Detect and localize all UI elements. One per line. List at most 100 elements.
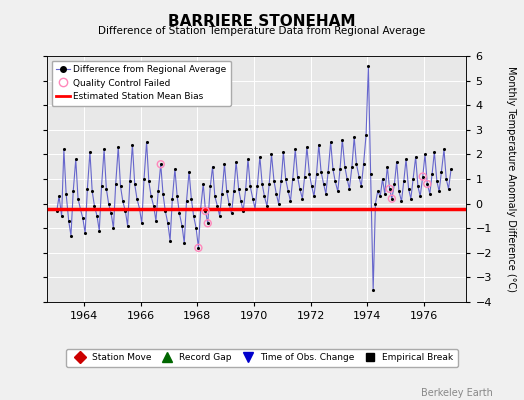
Point	[425, 190, 434, 197]
Point	[126, 178, 134, 185]
Point	[359, 161, 368, 168]
Point	[161, 208, 169, 214]
Point	[203, 220, 212, 226]
Point	[227, 210, 236, 217]
Point	[444, 186, 453, 192]
Point	[149, 203, 158, 209]
Point	[211, 193, 219, 200]
Point	[55, 193, 63, 200]
Point	[58, 213, 66, 219]
Point	[374, 188, 382, 194]
Point	[116, 183, 125, 190]
Point	[343, 176, 351, 182]
Point	[244, 156, 252, 162]
Point	[275, 200, 283, 207]
Point	[293, 173, 302, 180]
Point	[62, 190, 70, 197]
Point	[260, 193, 269, 200]
Point	[440, 146, 448, 153]
Point	[405, 186, 413, 192]
Point	[192, 225, 200, 231]
Point	[320, 181, 328, 187]
Point	[400, 178, 408, 185]
Point	[265, 181, 274, 187]
Point	[157, 161, 165, 168]
Point	[72, 156, 80, 162]
Point	[433, 178, 441, 185]
Point	[270, 178, 278, 185]
Point	[133, 196, 141, 202]
Point	[336, 166, 344, 172]
Point	[281, 176, 290, 182]
Point	[296, 186, 304, 192]
Point	[317, 168, 325, 175]
Point	[112, 181, 120, 187]
Point	[435, 188, 443, 194]
Point	[430, 149, 439, 155]
Point	[310, 193, 318, 200]
Point	[140, 176, 148, 182]
Point	[239, 208, 247, 214]
Point	[83, 186, 92, 192]
Point	[326, 139, 335, 145]
Point	[357, 183, 365, 190]
Point	[411, 154, 420, 160]
Point	[81, 230, 89, 236]
Point	[419, 173, 427, 180]
Point	[442, 176, 451, 182]
Point	[246, 183, 255, 190]
Point	[416, 193, 424, 200]
Point	[118, 198, 127, 204]
Point	[218, 190, 226, 197]
Point	[428, 171, 436, 177]
Point	[203, 220, 212, 226]
Point	[348, 164, 356, 170]
Point	[175, 210, 183, 217]
Point	[223, 188, 231, 194]
Point	[390, 181, 399, 187]
Point	[338, 136, 346, 143]
Point	[345, 186, 354, 192]
Point	[277, 178, 285, 185]
Point	[185, 168, 193, 175]
Point	[171, 166, 179, 172]
Point	[409, 176, 417, 182]
Text: Berkeley Earth: Berkeley Earth	[421, 388, 493, 398]
Point	[225, 200, 233, 207]
Point	[447, 166, 455, 172]
Point	[201, 208, 210, 214]
Point	[305, 171, 314, 177]
Point	[163, 220, 172, 226]
Point	[145, 178, 153, 185]
Point	[100, 146, 108, 153]
Point	[52, 208, 61, 214]
Point	[199, 181, 208, 187]
Point	[88, 188, 96, 194]
Point	[230, 188, 238, 194]
Point	[147, 193, 155, 200]
Point	[168, 196, 177, 202]
Point	[248, 196, 257, 202]
Point	[362, 132, 370, 138]
Point	[232, 158, 241, 165]
Point	[407, 196, 415, 202]
Text: Difference of Station Temperature Data from Regional Average: Difference of Station Temperature Data f…	[99, 26, 425, 36]
Point	[152, 218, 160, 224]
Point	[334, 188, 342, 194]
Point	[95, 228, 103, 234]
Point	[187, 196, 195, 202]
Point	[402, 156, 410, 162]
Point	[60, 146, 68, 153]
Point	[206, 183, 214, 190]
Point	[69, 188, 78, 194]
Point	[154, 188, 162, 194]
Point	[109, 225, 117, 231]
Point	[67, 232, 75, 239]
Point	[124, 222, 132, 229]
Point	[386, 186, 394, 192]
Point	[437, 168, 445, 175]
Point	[64, 218, 73, 224]
Point	[166, 237, 174, 244]
Point	[194, 245, 203, 251]
Point	[138, 220, 146, 226]
